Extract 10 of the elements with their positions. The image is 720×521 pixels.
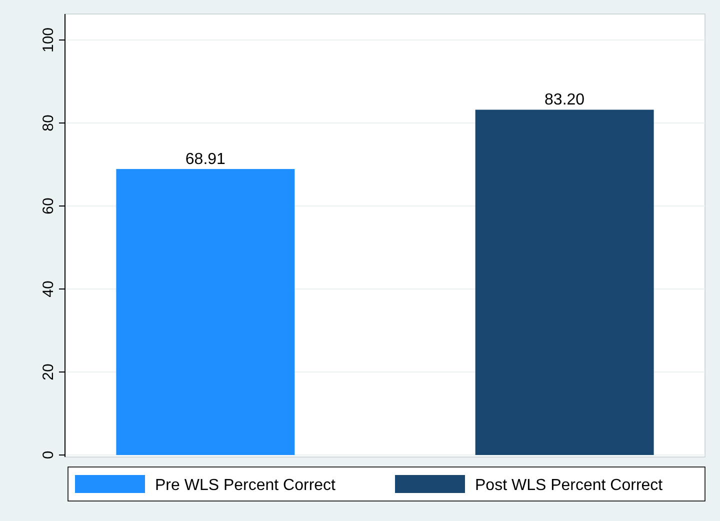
y-tick-label: 80 xyxy=(40,114,57,132)
y-tick-label: 20 xyxy=(40,364,57,380)
legend-label: Post WLS Percent Correct xyxy=(475,477,664,494)
data-label: 68.91 xyxy=(185,151,226,168)
legend-label: Pre WLS Percent Correct xyxy=(155,477,336,494)
y-tick-label: 100 xyxy=(40,27,57,53)
y-tick-label: 0 xyxy=(40,450,57,460)
y-tick-label: 40 xyxy=(40,280,57,298)
y-tick-label: 60 xyxy=(40,198,57,214)
data-label: 83.20 xyxy=(544,92,585,109)
